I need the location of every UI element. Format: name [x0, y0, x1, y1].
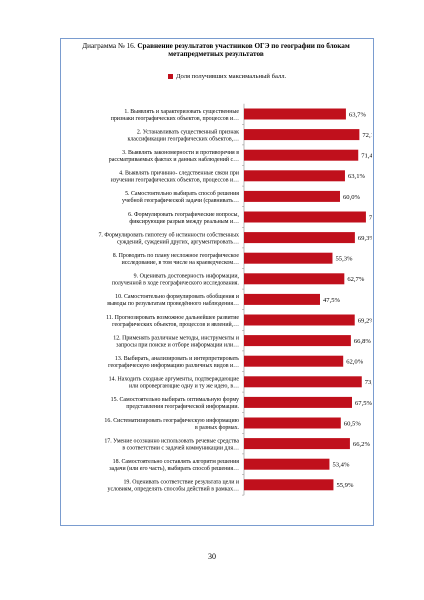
- chart-title-bold: Сравнение результатов участников ОГЭ по …: [137, 42, 350, 59]
- value-label: 69,2%: [358, 317, 372, 324]
- category-label: 14. Находить сходные аргументы, подтверж…: [109, 377, 240, 390]
- bar: [244, 314, 355, 326]
- category-label: 2. Устанавливать существенный признак кла…: [127, 128, 239, 142]
- value-label: 63,1%: [348, 173, 366, 180]
- value-label: 67,5%: [355, 400, 372, 407]
- chart-title-prefix: Диаграмма № 16.: [82, 42, 138, 50]
- bar: [244, 108, 346, 120]
- value-label: 71,4%: [361, 153, 372, 160]
- value-label: 55,9%: [336, 482, 354, 489]
- category-label: 12. Применять различные методы, инструме…: [113, 335, 240, 348]
- category-label: 6. Формулировать географические вопросы,…: [128, 211, 239, 225]
- bar: [244, 396, 352, 408]
- chart-legend: Доля получивших максимальный балл.: [168, 73, 286, 80]
- category-label: 7. Формулировать гипотезу об истинности …: [98, 231, 239, 245]
- value-label: 72,1%: [362, 132, 372, 139]
- value-label: 62,7%: [347, 276, 365, 283]
- legend-label: Доля получивших максимальный балл.: [176, 73, 287, 80]
- bar: [244, 479, 334, 491]
- category-label: 9. Оценивать достоверность информации, по…: [112, 273, 240, 287]
- bar: [244, 376, 362, 388]
- value-label: 60,0%: [343, 194, 361, 201]
- value-label: 62,0%: [346, 359, 364, 366]
- bar: [244, 438, 350, 450]
- category-label: 3. Выявлять закономерности и противоречи…: [109, 150, 239, 163]
- category-label: 11. Прогнозировать возможное дальнейшее …: [106, 314, 239, 328]
- category-label: 4. Выявлять причинно- следственные связи…: [111, 171, 240, 184]
- value-label: 47,5%: [323, 297, 341, 304]
- bar-chart: 1. Выявлять и характеризовать существенн…: [98, 103, 372, 496]
- page-number: 30: [208, 552, 216, 561]
- chart-title: Диаграмма № 16. Сравнение результатов уч…: [62, 42, 370, 59]
- value-label: 76,2%: [369, 214, 372, 221]
- bar: [244, 273, 345, 285]
- category-label: 17. Умение осознанно использовать речевы…: [104, 438, 239, 451]
- bar: [244, 335, 351, 347]
- category-label: 13. Выбирать, анализировать и интерпрети…: [108, 355, 239, 369]
- bar: [244, 252, 333, 264]
- category-label: 1. Выявлять и характеризовать существенн…: [111, 109, 240, 122]
- bar: [244, 170, 345, 182]
- bar: [244, 458, 330, 470]
- bar: [244, 355, 344, 367]
- legend-swatch: [168, 74, 173, 79]
- category-label: 16. Систематизировать географическую инф…: [104, 417, 239, 431]
- bar: [244, 149, 359, 161]
- value-label: 73,6%: [365, 379, 372, 386]
- category-label: 10. Самостоятельно формулировать обобщен…: [107, 293, 240, 307]
- value-label: 66,8%: [354, 338, 372, 345]
- bar: [244, 417, 341, 429]
- value-label: 55,3%: [335, 256, 353, 263]
- category-label: 15. Самостоятельно выбирать оптимальную …: [111, 396, 240, 410]
- category-label: 18. Самостоятельно составлять алгоритм р…: [109, 459, 239, 472]
- value-label: 63,7%: [349, 111, 367, 118]
- category-label: 5. Самостоятельно выбирать способ решени…: [122, 190, 239, 204]
- bar: [244, 211, 366, 223]
- bar: [244, 190, 340, 202]
- value-label: 66,2%: [353, 441, 371, 448]
- category-label: 19. Оценивать соответствие результата це…: [108, 480, 240, 493]
- value-label: 69,3%: [358, 235, 372, 242]
- category-label: 8. Проводить по плану несложное географи…: [113, 252, 240, 266]
- bar: [244, 232, 355, 244]
- value-label: 60,5%: [344, 420, 362, 427]
- bar: [244, 293, 320, 305]
- value-label: 53,4%: [332, 462, 350, 469]
- bar: [244, 129, 360, 141]
